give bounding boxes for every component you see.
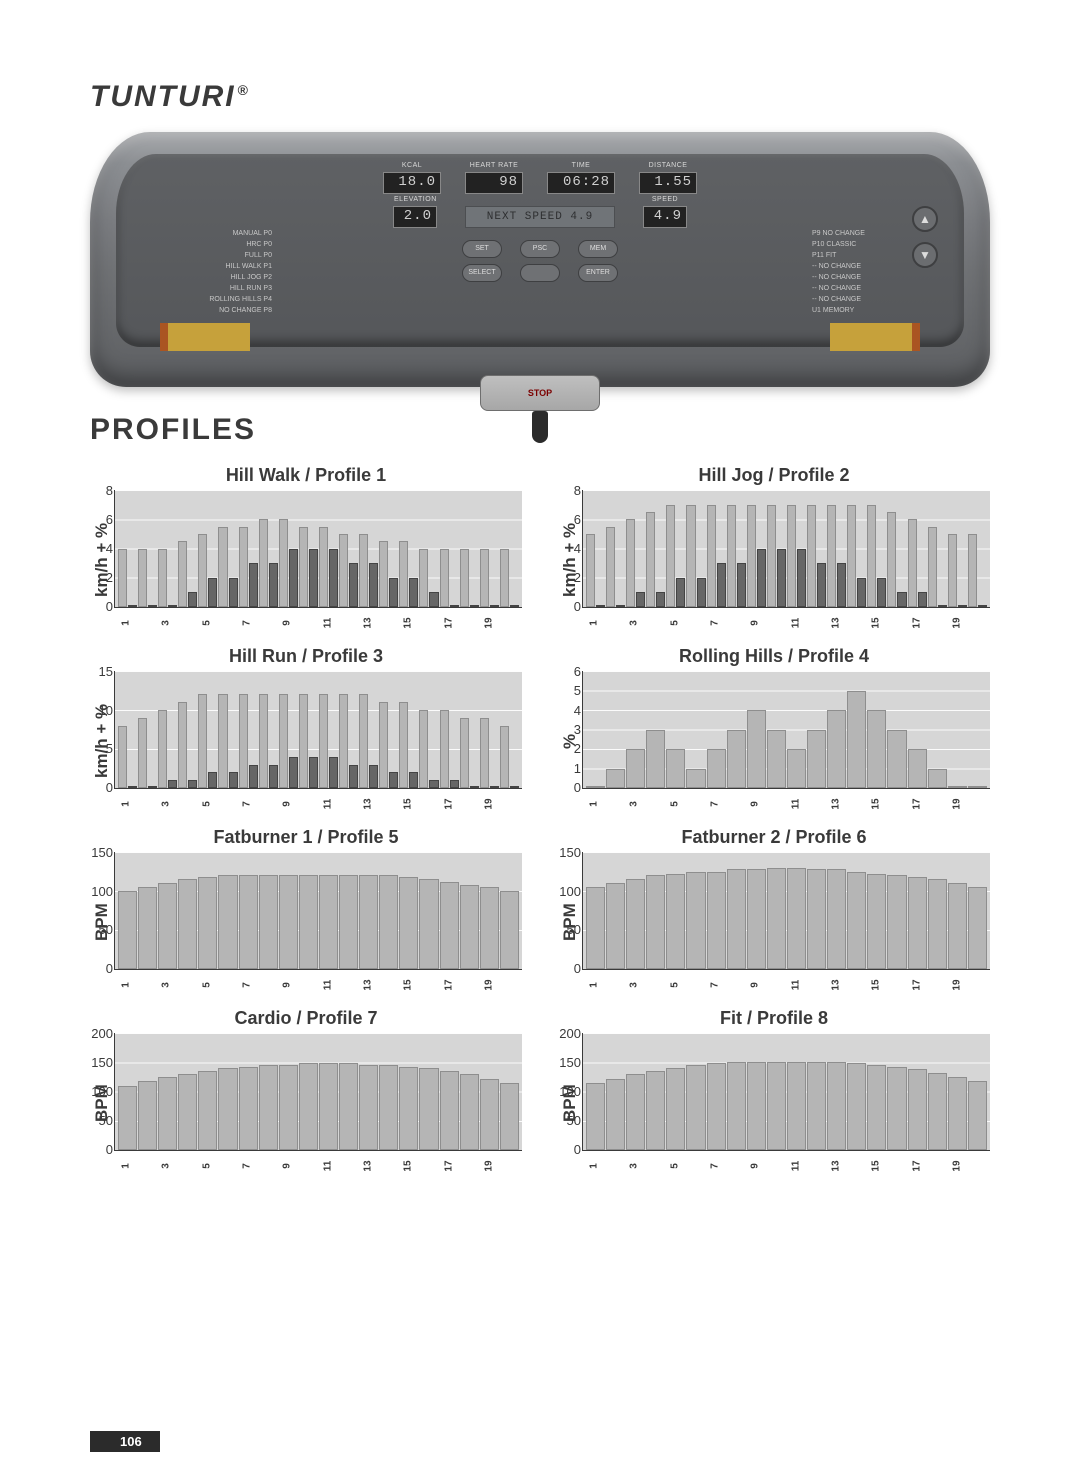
chart-yticks: 150100500 <box>555 845 581 976</box>
chart-bars <box>115 1033 522 1150</box>
treadmill-console: KCAL18.0 HEART RATE98 TIME06:28 DISTANCE1.5… <box>90 132 990 387</box>
chart-yticks: 6543210 <box>555 664 581 795</box>
chart-xticks: 135791113151719 <box>114 970 522 992</box>
brand-logo: TUNTURI® <box>90 80 990 114</box>
caution-label-left <box>160 323 250 351</box>
chart-bars <box>115 852 522 969</box>
console-button-row-1: SET PSC MEM <box>462 240 618 258</box>
brand-text: TUNTURI <box>90 80 236 113</box>
chart-title: Hill Jog / Profile 2 <box>558 465 990 486</box>
chart-xticks: 135791113151719 <box>114 1151 522 1173</box>
chart-xticks: 135791113151719 <box>114 608 522 630</box>
down-arrow-button[interactable]: ▼ <box>912 242 938 268</box>
chart-5: Fatburner 1 / Profile 5BPM15010050013579… <box>90 817 522 992</box>
chart-1: Hill Walk / Profile 1km/h + %86420135791… <box>90 455 522 630</box>
chart-title: Hill Run / Profile 3 <box>90 646 522 667</box>
brand-reg: ® <box>238 82 250 98</box>
chart-bars <box>583 490 990 607</box>
lcd-time: TIME06:28 <box>547 172 615 194</box>
chart-title: Fatburner 2 / Profile 6 <box>558 827 990 848</box>
chart-yticks: 86420 <box>87 483 113 614</box>
lcd-distance: DISTANCE1.55 <box>639 172 697 194</box>
chart-bars <box>583 671 990 788</box>
stop-button[interactable]: STOP <box>480 375 600 411</box>
chart-title: Hill Walk / Profile 1 <box>90 465 522 486</box>
elevation-display: ELEVATION2.0 <box>393 206 437 228</box>
chart-plot: 86420 <box>114 490 522 608</box>
chart-xticks: 135791113151719 <box>582 1151 990 1173</box>
chart-title: Rolling Hills / Profile 4 <box>558 646 990 667</box>
safety-key[interactable] <box>532 411 548 443</box>
chart-6: Fatburner 2 / Profile 6BPM15010050013579… <box>558 817 990 992</box>
chart-title: Fatburner 1 / Profile 5 <box>90 827 522 848</box>
lcd-heart-rate: HEART RATE98 <box>465 172 523 194</box>
chart-plot: 86420 <box>582 490 990 608</box>
console-top-displays: KCAL18.0 HEART RATE98 TIME06:28 DISTANCE1.5… <box>383 172 697 194</box>
chart-yticks: 150100500 <box>87 845 113 976</box>
ENTER-button[interactable]: ENTER <box>578 264 618 282</box>
chart-2: Hill Jog / Profile 2km/h + %864201357911… <box>558 455 990 630</box>
chart-plot: 200150100500 <box>582 1033 990 1151</box>
chart-4: Rolling Hills / Profile 4%65432101357911… <box>558 636 990 811</box>
chart-plot: 150100500 <box>114 852 522 970</box>
chart-3: Hill Run / Profile 3km/h + %151050135791… <box>90 636 522 811</box>
console-mid-row: ELEVATION2.0 NEXT SPEED 4.9 SPEED4.9 <box>393 206 687 228</box>
chart-yticks: 200150100500 <box>87 1026 113 1157</box>
console-left-program-list: MANUAL P0HRC P0FULL P0HILL WALK P1HILL J… <box>186 228 272 316</box>
chart-plot: 150100500 <box>582 852 990 970</box>
chart-bars <box>583 1033 990 1150</box>
chart-bars <box>115 671 522 788</box>
speed-display: SPEED4.9 <box>643 206 687 228</box>
chart-8: Fit / Profile 8BPM2001501005001357911131… <box>558 998 990 1173</box>
message-display: NEXT SPEED 4.9 <box>465 206 615 228</box>
SET-button[interactable]: SET <box>462 240 502 258</box>
up-arrow-button[interactable]: ▲ <box>912 206 938 232</box>
lcd-kcal: KCAL18.0 <box>383 172 441 194</box>
PSC-button[interactable]: PSC <box>520 240 560 258</box>
chart-bars <box>115 490 522 607</box>
console-right-program-list: P9 NO CHANGEP10 CLASSICP11 FIT-- NO CHAN… <box>812 228 898 316</box>
chart-plot: 151050 <box>114 671 522 789</box>
chart-title: Fit / Profile 8 <box>558 1008 990 1029</box>
chart-plot: 6543210 <box>582 671 990 789</box>
MEM-button[interactable]: MEM <box>578 240 618 258</box>
chart-xticks: 135791113151719 <box>582 970 990 992</box>
chart-yticks: 86420 <box>555 483 581 614</box>
chart-xticks: 135791113151719 <box>582 789 990 811</box>
chart-yticks: 151050 <box>87 664 113 795</box>
caution-label-right <box>830 323 920 351</box>
profile-charts-grid: Hill Walk / Profile 1km/h + %86420135791… <box>90 455 990 1173</box>
chart-7: Cardio / Profile 7BPM2001501005001357911… <box>90 998 522 1173</box>
chart-xticks: 135791113151719 <box>582 608 990 630</box>
console-button-row-2: SELECT ENTER <box>462 264 618 282</box>
chart-xticks: 135791113151719 <box>114 789 522 811</box>
chart-yticks: 200150100500 <box>555 1026 581 1157</box>
chart-title: Cardio / Profile 7 <box>90 1008 522 1029</box>
blank-button[interactable] <box>520 264 560 282</box>
chart-bars <box>583 852 990 969</box>
page-number: 106 <box>90 1431 160 1452</box>
SELECT-button[interactable]: SELECT <box>462 264 502 282</box>
chart-plot: 200150100500 <box>114 1033 522 1151</box>
